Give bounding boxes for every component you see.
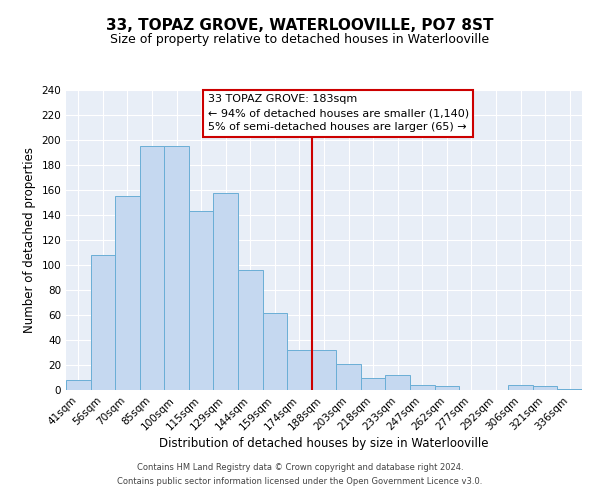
Bar — [385, 375, 410, 390]
Text: 33, TOPAZ GROVE, WATERLOOVILLE, PO7 8ST: 33, TOPAZ GROVE, WATERLOOVILLE, PO7 8ST — [106, 18, 494, 32]
Text: Contains HM Land Registry data © Crown copyright and database right 2024.: Contains HM Land Registry data © Crown c… — [137, 464, 463, 472]
Bar — [361, 378, 385, 390]
Text: 33 TOPAZ GROVE: 183sqm
← 94% of detached houses are smaller (1,140)
5% of semi-d: 33 TOPAZ GROVE: 183sqm ← 94% of detached… — [208, 94, 469, 132]
Y-axis label: Number of detached properties: Number of detached properties — [23, 147, 36, 333]
Bar — [410, 385, 434, 390]
Bar — [91, 255, 115, 390]
X-axis label: Distribution of detached houses by size in Waterlooville: Distribution of detached houses by size … — [159, 438, 489, 450]
Bar — [66, 380, 91, 390]
Bar — [238, 270, 263, 390]
Bar — [263, 312, 287, 390]
Bar — [140, 146, 164, 390]
Text: Size of property relative to detached houses in Waterlooville: Size of property relative to detached ho… — [110, 32, 490, 46]
Bar — [115, 196, 140, 390]
Bar — [189, 211, 214, 390]
Bar — [214, 192, 238, 390]
Bar — [336, 364, 361, 390]
Bar — [287, 350, 312, 390]
Bar — [533, 386, 557, 390]
Bar — [434, 386, 459, 390]
Bar — [312, 350, 336, 390]
Bar — [508, 385, 533, 390]
Text: Contains public sector information licensed under the Open Government Licence v3: Contains public sector information licen… — [118, 477, 482, 486]
Bar — [557, 389, 582, 390]
Bar — [164, 146, 189, 390]
